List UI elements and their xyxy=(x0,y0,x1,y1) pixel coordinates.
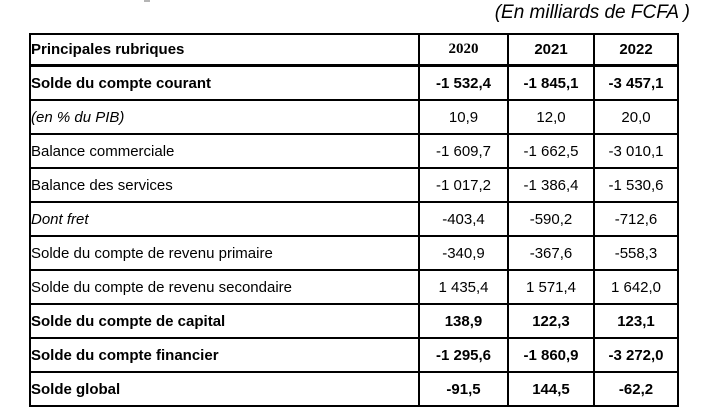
row-value-2021: -1 386,4 xyxy=(507,167,595,203)
column-header-2022: 2022 xyxy=(593,33,679,67)
row-label: (en % du PIB) xyxy=(29,99,420,135)
row-label: Balance des services xyxy=(29,167,420,203)
row-label: Solde du compte courant xyxy=(29,64,420,101)
row-value-2021: 1 571,4 xyxy=(507,269,595,305)
balance-of-payments-table: Principales rubriques 2020 2021 2022 Sol… xyxy=(29,33,679,407)
row-label: Solde global xyxy=(29,371,420,407)
row-value-2020: 138,9 xyxy=(418,303,509,339)
row-value-2021: -590,2 xyxy=(507,201,595,237)
row-label: Solde du compte de revenu primaire xyxy=(29,235,420,271)
row-value-2022: -1 530,6 xyxy=(593,167,679,203)
row-value-2020: 1 435,4 xyxy=(418,269,509,305)
row-value-2020: -91,5 xyxy=(418,371,509,407)
row-value-2020: -1 609,7 xyxy=(418,133,509,169)
table-row-dont-fret: Dont fret -403,4 -590,2 -712,6 xyxy=(29,201,679,237)
row-value-2021: -1 860,9 xyxy=(507,337,595,373)
table-row-compte-financier: Solde du compte financier -1 295,6 -1 86… xyxy=(29,337,679,373)
row-value-2021: 12,0 xyxy=(507,99,595,135)
row-value-2020: -1 017,2 xyxy=(418,167,509,203)
column-header-2020: 2020 xyxy=(418,33,509,67)
row-label: Solde du compte de revenu secondaire xyxy=(29,269,420,305)
table-row-balance-services: Balance des services -1 017,2 -1 386,4 -… xyxy=(29,167,679,203)
row-value-2022: -712,6 xyxy=(593,201,679,237)
row-value-2022: -558,3 xyxy=(593,235,679,271)
row-value-2020: -1 295,6 xyxy=(418,337,509,373)
row-value-2021: 144,5 xyxy=(507,371,595,407)
row-value-2022: 123,1 xyxy=(593,303,679,339)
row-label: Balance commerciale xyxy=(29,133,420,169)
row-value-2020: -1 532,4 xyxy=(418,64,509,101)
row-value-2021: -1 662,5 xyxy=(507,133,595,169)
row-value-2021: -367,6 xyxy=(507,235,595,271)
row-value-2022: -3 272,0 xyxy=(593,337,679,373)
row-value-2021: -1 845,1 xyxy=(507,64,595,101)
row-value-2021: 122,3 xyxy=(507,303,595,339)
row-value-2022: -3 457,1 xyxy=(593,64,679,101)
table-row-pct-pib: (en % du PIB) 10,9 12,0 20,0 xyxy=(29,99,679,135)
row-value-2020: -340,9 xyxy=(418,235,509,271)
column-header-2021: 2021 xyxy=(507,33,595,67)
row-value-2022: -62,2 xyxy=(593,371,679,407)
row-value-2022: -3 010,1 xyxy=(593,133,679,169)
table-header-row: Principales rubriques 2020 2021 2022 xyxy=(29,33,679,67)
column-header-rubriques: Principales rubriques xyxy=(29,33,420,67)
row-value-2022: 20,0 xyxy=(593,99,679,135)
row-label: Solde du compte de capital xyxy=(29,303,420,339)
row-value-2020: -403,4 xyxy=(418,201,509,237)
table-row-revenu-secondaire: Solde du compte de revenu secondaire 1 4… xyxy=(29,269,679,305)
table-row-solde-global: Solde global -91,5 144,5 -62,2 xyxy=(29,371,679,407)
row-label: Solde du compte financier xyxy=(29,337,420,373)
scan-artifact-speck xyxy=(144,0,150,2)
table-row-revenu-primaire: Solde du compte de revenu primaire -340,… xyxy=(29,235,679,271)
table-row-solde-compte-courant: Solde du compte courant -1 532,4 -1 845,… xyxy=(29,64,679,101)
row-value-2020: 10,9 xyxy=(418,99,509,135)
row-value-2022: 1 642,0 xyxy=(593,269,679,305)
row-label: Dont fret xyxy=(29,201,420,237)
table-units-caption: (En milliards de FCFA ) xyxy=(494,2,690,23)
table-row-balance-commerciale: Balance commerciale -1 609,7 -1 662,5 -3… xyxy=(29,133,679,169)
table-row-compte-capital: Solde du compte de capital 138,9 122,3 1… xyxy=(29,303,679,339)
